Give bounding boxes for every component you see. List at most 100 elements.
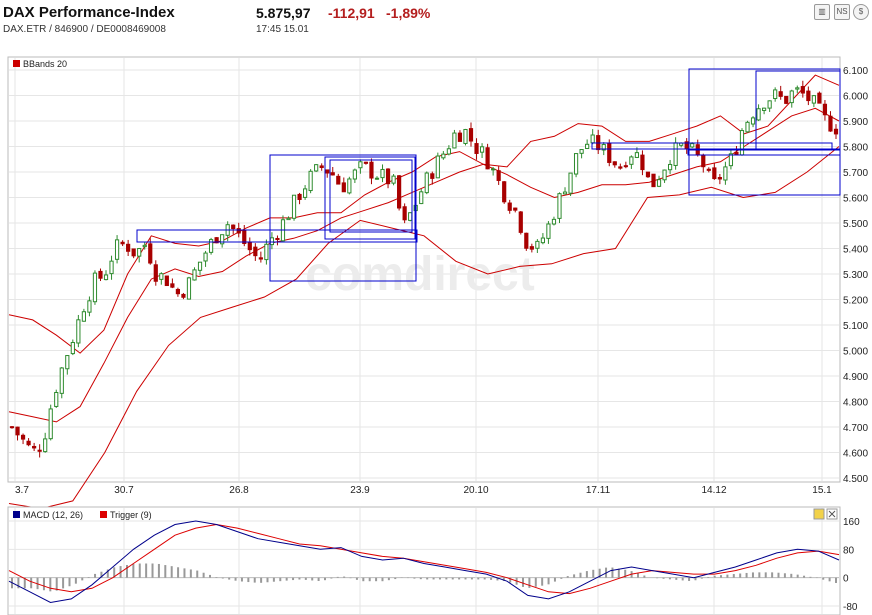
date-axis: 3.7 30.7 26.8 23.9 20.10 17.11 14.12 15.1 [15, 485, 832, 496]
candle-up [562, 191, 568, 195]
candle-down [26, 440, 31, 446]
instrument-identifiers: DAX.ETR / 846900 / DE0008469008 [3, 24, 166, 35]
watermark: comdirect [305, 248, 534, 301]
candle-up [690, 143, 695, 148]
candle-down [120, 241, 125, 245]
annotation-box [136, 229, 418, 243]
trigger-line [8, 523, 840, 595]
date-tick-label: 15.1 [812, 485, 832, 496]
candle-down [734, 151, 739, 156]
candle-down [175, 288, 181, 295]
candle-up [192, 269, 197, 281]
candle-down [15, 426, 20, 436]
candle-up [767, 100, 772, 109]
price-tick-label: 5.300 [843, 270, 868, 281]
candle-down [319, 165, 324, 169]
candle-up [441, 153, 446, 159]
candle-up [70, 342, 75, 355]
bar-chart-icon[interactable]: ▥ [814, 4, 830, 20]
price-tick-label: 4.900 [843, 372, 868, 383]
price-tick-label: 5.600 [843, 194, 868, 205]
candle-down [126, 243, 131, 252]
price-tick-label: 5.700 [843, 168, 868, 179]
candle-up [789, 90, 794, 104]
candle-up [435, 155, 440, 179]
candle-up [535, 240, 540, 249]
panel-settings-icon[interactable] [813, 508, 825, 520]
candle-up [87, 300, 92, 313]
candle-down [275, 237, 280, 240]
candle-down [778, 91, 783, 97]
candle-down [336, 175, 341, 185]
candle-up [551, 218, 557, 225]
candle-up [479, 146, 485, 153]
candle-up [795, 87, 800, 90]
macd-lines [8, 520, 840, 604]
annotation-box [324, 156, 416, 240]
candle-up [43, 438, 48, 453]
candle-down [784, 95, 789, 104]
candle-up [656, 179, 662, 187]
price-tick-label: 5.100 [843, 321, 868, 332]
macd-legend-swatch [13, 511, 20, 518]
price-change: -112,91 [328, 5, 375, 21]
candle-down [474, 143, 479, 154]
candle-up [452, 132, 457, 149]
candle-up [54, 391, 59, 407]
candle-down [148, 243, 153, 264]
lower-band-line [8, 146, 840, 510]
candle-up [308, 170, 313, 192]
price-tick-label: 5.000 [843, 347, 868, 358]
candle-down [181, 293, 186, 298]
quote-header: DAX Performance-Index DAX.ETR / 846900 /… [0, 0, 872, 60]
candle-down [518, 211, 523, 233]
candle-down [496, 170, 501, 181]
candle-up [159, 273, 164, 280]
price-axis: 6.100 6.000 5.900 5.800 5.700 5.600 5.500 5.400… [843, 66, 868, 485]
candle-up [269, 237, 275, 246]
candle-down [717, 177, 722, 180]
price-tick-label: 5.900 [843, 117, 868, 128]
news-icon[interactable]: NS [834, 4, 850, 20]
candle-up [579, 149, 584, 154]
candle-up [573, 153, 579, 175]
price-tick-label: 6.000 [843, 92, 868, 103]
date-tick-label: 14.12 [701, 485, 726, 496]
candle-up [291, 194, 297, 219]
candle-down [402, 206, 407, 221]
candle-up [762, 107, 767, 111]
candle-up [114, 239, 120, 260]
candle-down [242, 230, 247, 245]
candle-up [540, 237, 545, 244]
candle-down [297, 193, 302, 200]
candle-down [385, 168, 391, 185]
candle-up [673, 142, 678, 166]
candle-up [303, 188, 308, 198]
candle-up [424, 172, 429, 194]
candle-up [81, 311, 86, 322]
candle-up [203, 252, 208, 262]
candle-up [773, 89, 778, 100]
pattern-boxes [136, 68, 841, 282]
candle-down [828, 115, 833, 132]
candle-up [186, 277, 192, 300]
candle-up [142, 244, 147, 248]
macd-tick-label: 160 [843, 517, 860, 528]
candle-up [137, 248, 142, 257]
date-tick-label: 23.9 [350, 485, 370, 496]
candle-down [817, 92, 822, 104]
candle-up [197, 261, 203, 271]
candle-up [568, 172, 573, 194]
candle-down [214, 237, 219, 244]
candle-down [397, 175, 402, 209]
candle-up [756, 108, 761, 121]
date-tick-label: 20.10 [463, 485, 488, 496]
price-tick-label: 5.200 [843, 296, 868, 307]
price-tick-label: 4.700 [843, 423, 868, 434]
annotation-box [687, 149, 841, 156]
currency-icon[interactable]: $ [853, 4, 869, 20]
candle-down [32, 445, 37, 449]
annotation-box [755, 70, 841, 150]
candle-up [208, 239, 214, 253]
candle-down [9, 426, 15, 429]
